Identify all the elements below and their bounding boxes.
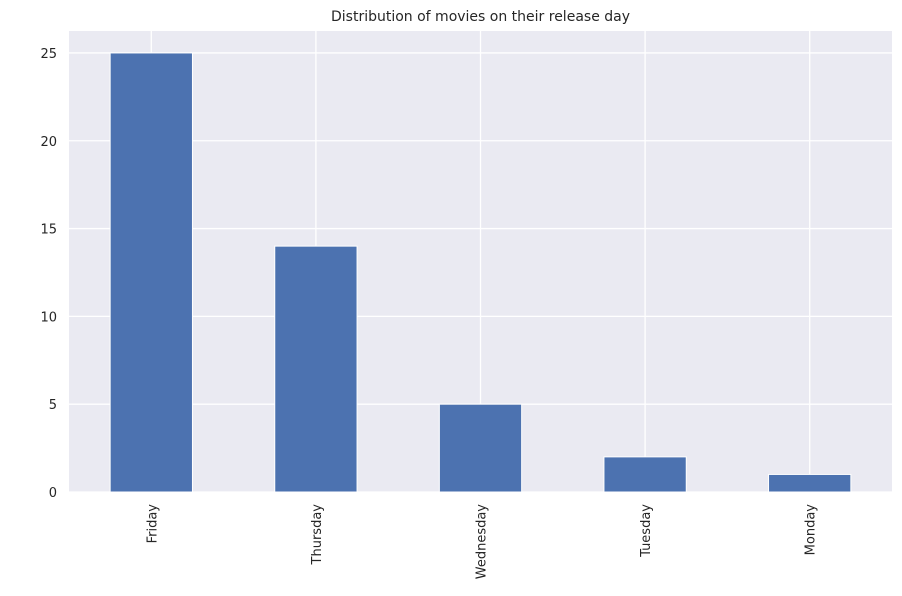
x-tick-labels: Friday Thursday Wednesday Tuesday Monday: [145, 504, 818, 580]
y-tick-label: 10: [40, 310, 57, 325]
x-tick-label-monday: Monday: [804, 504, 819, 556]
bar-thursday: [274, 245, 358, 493]
bars: [109, 52, 852, 493]
bar-wednesday: [438, 403, 523, 493]
x-tick-label-friday: Friday: [145, 504, 160, 544]
x-tick-label-wednesday: Wednesday: [475, 504, 490, 580]
y-tick-label: 0: [49, 486, 57, 501]
y-tick-label: 20: [40, 135, 57, 150]
x-tick-label-tuesday: Tuesday: [639, 504, 654, 558]
y-tick-label: 25: [40, 47, 57, 62]
chart-title: Distribution of movies on their release …: [331, 9, 630, 25]
y-tick-label: 5: [49, 398, 57, 413]
bar-friday: [109, 52, 193, 493]
y-tick-label: 15: [40, 223, 57, 238]
x-tick-label-thursday: Thursday: [310, 504, 325, 566]
bar-tuesday: [603, 456, 687, 493]
bar-monday: [768, 473, 852, 493]
y-tick-labels: 0 5 10 15 20 25: [40, 47, 57, 501]
